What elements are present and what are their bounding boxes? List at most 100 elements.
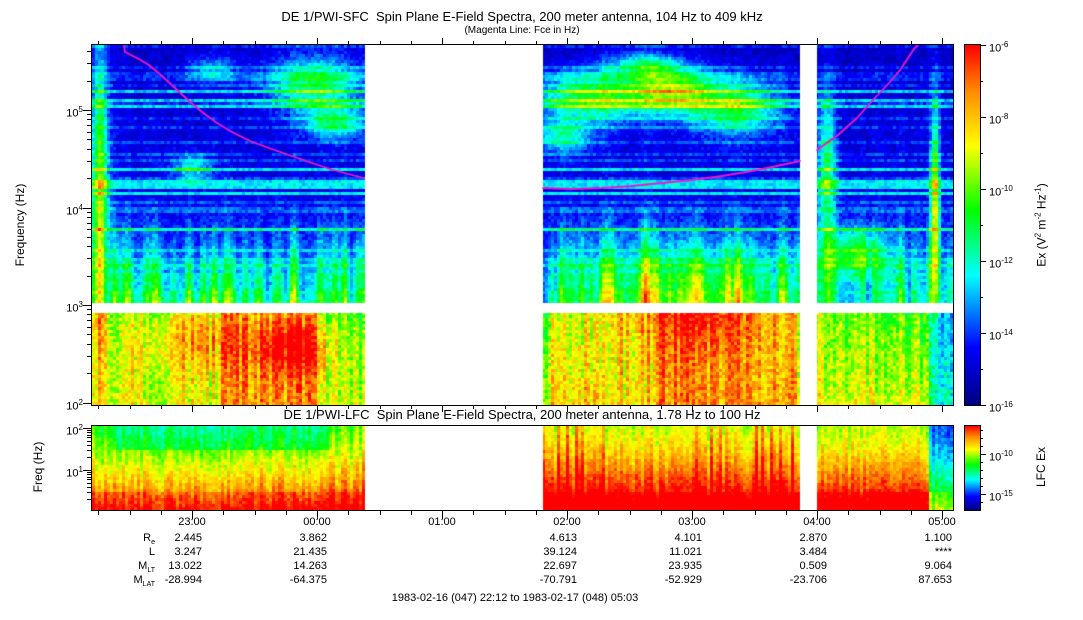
sfc-y-minor-tick <box>87 119 91 120</box>
sfc-top-tick <box>473 41 474 44</box>
sfc-bottom-tick <box>536 406 537 409</box>
sfc-top-tick <box>286 41 287 44</box>
ephemeris-value: -52.929 <box>664 574 702 586</box>
time-major-tick <box>692 511 693 519</box>
sfc-bottom-tick <box>442 406 443 412</box>
sfc-colorbar-minor-tick <box>980 225 983 226</box>
sfc-y-major-tick <box>83 208 91 209</box>
sfc-subtitle: (Magenta Line: Fce in Hz) <box>464 25 580 36</box>
sfc-top-tick <box>661 41 662 44</box>
sfc-bottom-tick <box>317 406 318 412</box>
time-label: 02:00 <box>553 516 581 528</box>
ephemeris-value: 4.101 <box>674 532 702 544</box>
sfc-bottom-tick <box>723 406 724 409</box>
lfc-y-minor-tick <box>87 432 91 433</box>
sfc-top-tick <box>880 41 881 44</box>
sfc-colorbar-tick-label: 10-12 <box>989 256 1013 271</box>
time-minor-tick <box>255 511 256 515</box>
sfc-top-tick <box>161 41 162 44</box>
sfc-bottom-tick <box>817 406 818 412</box>
sfc-y-minor-tick <box>87 132 91 133</box>
time-minor-tick <box>98 511 99 515</box>
lfc-y-minor-tick <box>87 483 91 484</box>
lfc-colorbar-minor-tick <box>980 438 983 439</box>
sfc-top-tick <box>692 38 693 44</box>
sfc-colorbar <box>964 44 981 406</box>
sfc-y-minor-tick <box>87 223 91 224</box>
sfc-colorbar-tick-label: 10-14 <box>989 328 1013 343</box>
sfc-bottom-tick <box>223 406 224 409</box>
lfc-y-minor-tick <box>87 445 91 446</box>
sfc-top-tick <box>380 41 381 44</box>
sfc-y-minor-tick <box>87 229 91 230</box>
sfc-bottom-tick <box>505 406 506 409</box>
sfc-top-tick <box>442 38 443 44</box>
sfc-top-tick <box>942 38 943 44</box>
sfc-top-tick <box>192 38 193 44</box>
ephemeris-value: 14.263 <box>293 560 327 572</box>
sfc-top-tick <box>598 41 599 44</box>
lfc-colorbar-minor-tick <box>980 478 983 479</box>
sfc-bottom-tick <box>661 406 662 409</box>
sfc-colorbar-major-tick <box>980 261 986 262</box>
sfc-colorbar-tick-label: 10-16 <box>989 400 1013 415</box>
sfc-bottom-tick <box>161 406 162 409</box>
sfc-top-tick <box>536 41 537 44</box>
sfc-y-minor-tick <box>87 320 91 321</box>
lfc-y-major-tick <box>83 470 91 471</box>
lfc-y-minor-tick <box>87 435 91 436</box>
ephemeris-value: 87.653 <box>918 574 952 586</box>
sfc-bottom-tick <box>598 406 599 409</box>
sfc-y-minor-tick <box>87 356 91 357</box>
sfc-bottom-tick <box>473 406 474 409</box>
sfc-y-minor-tick <box>87 373 91 374</box>
sfc-colorbar-tick-label: 10-10 <box>989 184 1013 199</box>
sfc-colorbar-minor-tick <box>980 369 983 370</box>
time-minor-tick <box>505 511 506 515</box>
lfc-y-minor-tick <box>87 487 91 488</box>
ephemeris-row-label: MLT <box>138 560 155 575</box>
lfc-spectrogram-panel <box>91 425 954 511</box>
time-minor-tick <box>536 511 537 515</box>
sfc-colorbar-label: Ex (V2 m-2 Hz-1) <box>1033 183 1049 267</box>
sfc-top-tick <box>911 41 912 44</box>
lfc-colorbar-minor-tick <box>980 502 983 503</box>
sfc-top-tick <box>755 41 756 44</box>
lfc-y-minor-tick <box>87 474 91 475</box>
ephemeris-value: 4.613 <box>549 532 577 544</box>
sfc-y-minor-tick <box>87 81 91 82</box>
time-minor-tick <box>630 511 631 515</box>
lfc-title: DE 1/PWI-LFC Spin Plane E-Field Spectra,… <box>283 407 761 422</box>
time-range-caption: 1983-02-16 (047) 22:12 to 1983-02-17 (04… <box>391 592 639 604</box>
time-minor-tick <box>161 511 162 515</box>
sfc-y-minor-tick <box>87 125 91 126</box>
time-minor-tick <box>848 511 849 515</box>
time-minor-tick <box>880 511 881 515</box>
sfc-bottom-tick <box>98 406 99 409</box>
sfc-bottom-tick <box>692 406 693 412</box>
ephemeris-value: 39.124 <box>543 546 577 558</box>
sfc-y-minor-tick <box>87 114 91 115</box>
lfc-y-minor-tick <box>87 430 91 431</box>
sfc-top-tick <box>348 41 349 44</box>
sfc-y-minor-tick <box>87 149 91 150</box>
sfc-top-tick <box>98 41 99 44</box>
ephemeris-value: 0.509 <box>799 560 827 572</box>
lfc-spectrogram-canvas <box>92 426 953 510</box>
sfc-colorbar-minor-tick <box>980 153 983 154</box>
sfc-y-minor-tick <box>87 258 91 259</box>
ephemeris-value: 13.022 <box>168 560 202 572</box>
ephemeris-value: 2.870 <box>799 532 827 544</box>
time-minor-tick <box>473 511 474 515</box>
time-minor-tick <box>380 511 381 515</box>
sfc-colorbar-major-tick <box>980 189 986 190</box>
ephemeris-value: -28.994 <box>164 574 202 586</box>
lfc-colorbar-major-tick <box>980 494 986 495</box>
lfc-colorbar-label: LFC Ex <box>1034 446 1048 488</box>
sfc-title: DE 1/PWI-SFC Spin Plane E-Field Spectra,… <box>281 9 763 24</box>
time-minor-tick <box>755 511 756 515</box>
ephemeris-value: **** <box>934 546 952 558</box>
sfc-y-tick-label: 105 <box>66 105 83 120</box>
sfc-colorbar-major-tick <box>980 117 986 118</box>
sfc-bottom-tick <box>348 406 349 409</box>
